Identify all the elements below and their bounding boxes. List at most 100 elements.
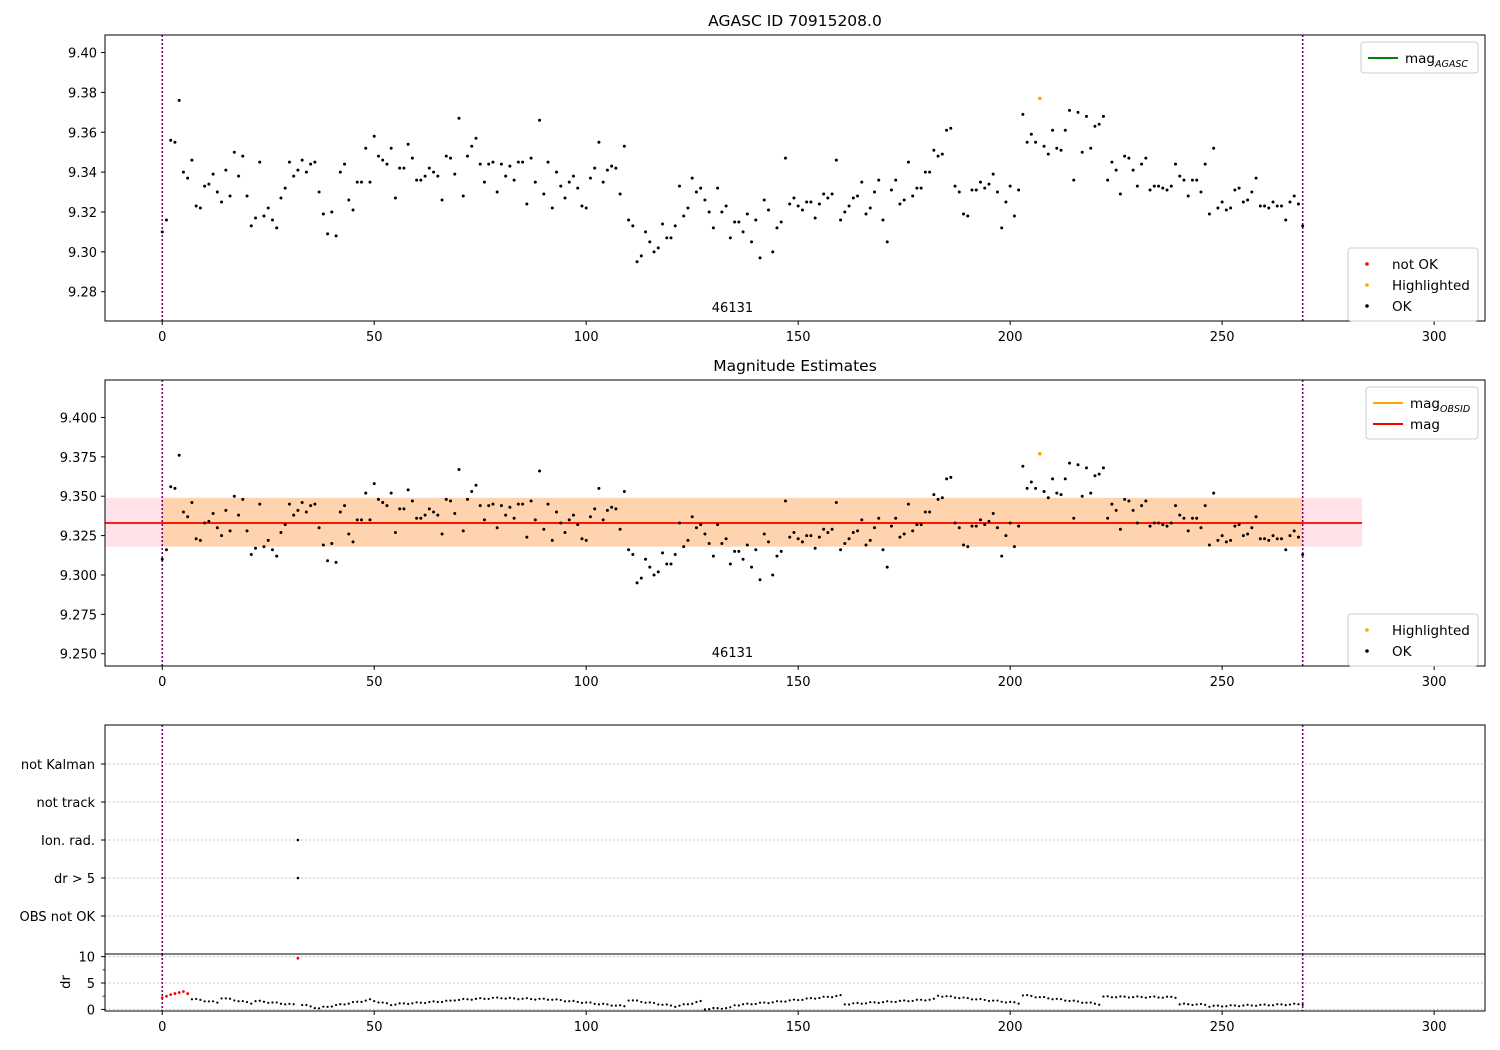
ok-point [283,186,287,190]
ok-point [512,516,516,520]
ok-point [241,154,245,158]
ok-point [1169,521,1173,525]
dr-point [423,1001,427,1005]
dr-point [284,1003,287,1006]
ok-point [860,180,864,184]
dr-point [678,1004,681,1007]
ok-point [1301,224,1305,228]
dr-point [419,1001,422,1004]
ok-point [203,184,207,188]
ok-point [1000,226,1004,230]
dr-point [330,1005,333,1008]
ok-point [1174,504,1178,508]
ok-point [872,190,876,194]
ok-point [287,502,291,506]
ok-point [991,512,995,516]
dr-point [1259,1003,1262,1006]
ok-point [1220,200,1224,204]
dr-point [767,1001,770,1005]
dr-point [864,1002,868,1005]
dr-point [1246,1003,1249,1006]
dr-point [195,997,198,1001]
ok-point [864,543,868,547]
ok-point [805,200,809,204]
ok-point [351,208,355,212]
ok-point [330,541,334,545]
ok-point [1135,184,1139,188]
y-tick-label: 9.32 [68,206,97,221]
ok-point [894,178,898,182]
ok-point [249,224,253,228]
dr-point [962,996,965,999]
y-tick-label: 9.250 [60,648,97,663]
ok-point [584,538,588,542]
ok-point [1195,516,1199,520]
ok-point [1254,176,1258,180]
dr-point [915,998,918,1001]
dr-point [394,1003,397,1006]
ok-point [359,180,363,184]
dr-point [1038,996,1041,999]
ok-point [1034,140,1038,144]
dr-point-not-ok [173,992,177,995]
ok-point [237,174,241,178]
ok-point [563,530,567,534]
dr-point [1288,1003,1292,1006]
ok-point [381,158,385,162]
ok-point [1237,186,1241,190]
ok-point [885,565,889,569]
dr-point [428,1000,431,1004]
ok-point [673,224,677,228]
ok-point [224,168,228,172]
dr-point [784,1000,787,1003]
dr-point [305,1003,308,1007]
ok-point [737,220,741,224]
legend-label-subscript: AGASC [1434,59,1468,70]
y-axis-label: dr [59,975,74,989]
ok-point [499,504,503,508]
dr-point [1221,1005,1224,1008]
ok-point [856,194,860,198]
ok-point [898,202,902,206]
ok-point [266,538,270,542]
dr-point [538,997,541,1000]
x-tick-label: 300 [1422,1020,1447,1035]
ok-point [245,194,249,198]
ok-point [750,240,754,244]
ok-point [1123,497,1127,501]
ok-point [1118,192,1122,196]
ok-point [839,548,843,552]
dr-point [920,998,923,1001]
ok-point [567,518,571,522]
ok-point [995,190,999,194]
ok-point [279,530,283,534]
ok-point [270,218,274,222]
ok-point [423,174,427,178]
ok-point [864,212,868,216]
dr-point [474,997,478,1000]
ok-point [796,204,800,208]
ok-point [389,146,393,150]
ok-point [1169,184,1173,188]
ok-point [1118,527,1122,531]
dr-point [597,1003,601,1006]
dr-point [1254,1004,1258,1007]
ok-point [843,541,847,545]
dr-point [1178,1003,1181,1006]
dr-point [737,1004,740,1007]
dr-point [457,998,461,1002]
ok-point [304,170,308,174]
ok-point [800,540,804,544]
ok-point [228,529,232,533]
y-tick-label: 9.36 [68,126,97,141]
dr-point [1042,995,1046,999]
ok-point [843,210,847,214]
dr-point [440,1000,444,1004]
dr-point [979,997,982,1001]
ok-point [733,220,737,224]
dr-point [390,1003,393,1007]
x-tick-label: 150 [786,675,811,690]
dr-point [432,1000,435,1003]
ok-point [834,501,838,505]
legend-label-subscript: OBSID [1440,404,1470,415]
